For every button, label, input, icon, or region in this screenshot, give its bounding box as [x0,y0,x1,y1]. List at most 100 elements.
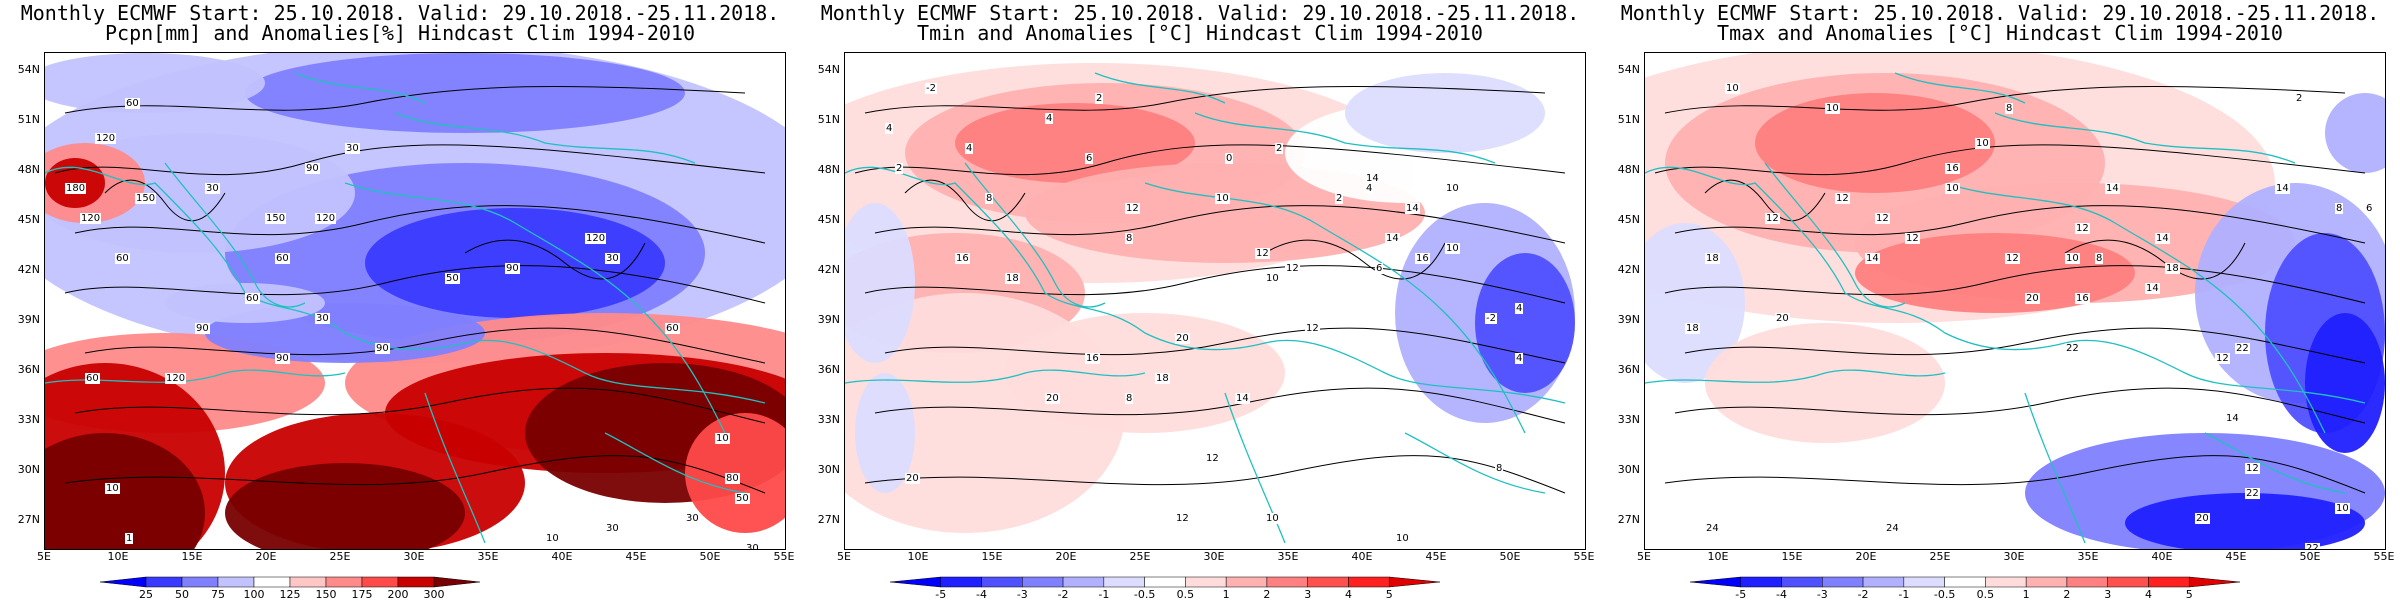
contour-line [884,327,1566,364]
contour-label: 8 [2095,253,2104,264]
contour-label: 60 [275,253,290,264]
colorbar-swatch [2025,576,2068,588]
contour-line [1664,85,2346,114]
coastline [424,392,486,544]
contour-label: 14 [1235,393,1250,404]
colorbar-swatch [253,576,291,588]
contour-label: 14 [1405,203,1420,214]
contour-label: 18 [1685,323,1700,334]
lon-label: 50E [1499,550,1521,563]
colorbar-tick-label: 150 [315,588,337,601]
contour-label: 12 [1255,248,1270,259]
contour-label: 80 [725,473,740,484]
contour-label: 16 [1945,163,1960,174]
colorbar-swatch [1944,576,1986,588]
lon-label: 45E [2225,550,2247,563]
coastline [294,72,426,104]
contour-label: 30 [345,143,360,154]
contour-line [1264,239,1446,280]
contour-label: 12 [2215,353,2230,364]
colorbar-tick-label: 50 [175,588,189,601]
lat-label: 33N [817,413,840,426]
contour-label: 180 [65,183,87,194]
tmin-map: -2 2 4 4 2 4 6 0 2 4 2 8 10 12 8 10 6 14 16 12 14 12 16 14 18 16 2… [844,52,1586,550]
lat-label: 42N [1617,263,1640,276]
colorbar-swatch [433,576,481,588]
contour-line [1674,205,2366,244]
colorbar-tick-label: 2 [2063,588,2071,601]
contour-label: 4 [1515,303,1524,314]
contour-label: 30 [685,513,700,524]
coastline [2204,432,2346,494]
anomaly-area [225,463,465,549]
contour-label: 4 [1515,353,1524,364]
colorbar-swatch [1348,576,1390,588]
contour-label: 30 [605,253,620,264]
contour-label: 50 [445,273,460,284]
lon-label: 5E [37,550,51,563]
contour-label: 18 [1705,253,1720,264]
lat-label: 54N [17,63,40,76]
panel-title-line1: Monthly ECMWF Start: 25.10.2018. Valid: … [1620,1,2380,25]
map-canvas [45,53,785,549]
colorbar-swatch [1225,576,1268,588]
contour-label: 4 [1365,183,1374,194]
colorbar-tick-label: -4 [1776,588,1788,601]
lon-label: 40E [1351,550,1373,563]
lat-label: 39N [817,313,840,326]
colorbar-swatch [2148,576,2190,588]
contour-label: 50 [735,493,750,504]
contour-label: 8 [1495,463,1504,474]
contour-label: 12 [2005,253,2020,264]
lat-label: 36N [17,363,40,376]
colorbar-tick-label: 100 [243,588,265,601]
contour-label: 10 [1265,513,1280,524]
map-canvas [845,53,1585,549]
colorbar-swatch [1781,576,1823,588]
contour-label: 12 [1305,323,1320,334]
colorbar-swatch [1689,576,1742,588]
lat-label: 48N [17,163,40,176]
lon-label: 45E [1425,550,1447,563]
contour-label: 8 [2335,203,2344,214]
colorbar-swatch [289,576,327,588]
contour-label: 10 [1265,273,1280,284]
contour-label: 10 [2065,253,2080,264]
colorbar-swatch [889,576,942,588]
contour-label: 150 [135,193,157,204]
colorbar-tick-label: -5 [1735,588,1747,601]
lat-label: 27N [817,513,840,526]
contour-label: 14 [1385,233,1400,244]
colorbar-swatch [1903,576,1945,588]
coastline [45,166,766,404]
contour-label: 10 [1975,138,1990,149]
lat-label: 30N [17,463,40,476]
contour-label: 12 [1175,513,1190,524]
anomaly-area [245,53,685,133]
coastline [845,369,1146,384]
contour-label: 24 [1705,523,1720,534]
tmin-colorbar [889,576,1441,588]
contour-line [1654,144,2366,176]
tmax-panel: Monthly ECMWF Start: 25.10.2018. Valid: … [1600,0,2400,601]
panel-title-line1: Monthly ECMWF Start: 25.10.2018. Valid: … [820,1,1580,25]
colorbar-tick-label: 0.5 [1976,588,1995,601]
colorbar-svg [99,576,481,588]
contour-label: 12 [1765,213,1780,224]
lon-label: 25E [1129,550,1151,563]
lat-label: 33N [1617,413,1640,426]
contour-label: 120 [315,213,337,224]
contour-label: 12 [1205,453,1220,464]
lon-label: 5E [1637,550,1651,563]
colorbar-swatch [1388,576,1441,588]
lat-label: 51N [817,113,840,126]
colorbar-tick-label: 1 [1222,588,1230,601]
contour-label: 90 [275,353,290,364]
contour-line [1674,387,2366,424]
colorbar-tick-label: 200 [387,588,409,601]
colorbar-svg [1689,576,2241,588]
colorbar-swatch [1266,576,1308,588]
contour-label: 60 [245,293,260,304]
contour-label: 14 [2225,413,2240,424]
colorbar-swatch [145,576,183,588]
